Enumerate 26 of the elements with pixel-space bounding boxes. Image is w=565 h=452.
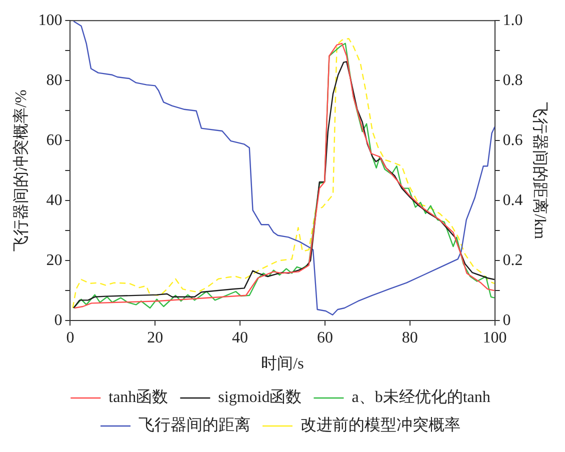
y-tick-label: 0 (54, 312, 62, 329)
y-tick-label: 60 (46, 132, 62, 149)
legend-label: 改进前的模型冲突概率 (300, 416, 460, 434)
x-tick-label: 40 (232, 329, 248, 346)
x-tick-label: 20 (147, 329, 164, 346)
x-tick-label: 100 (482, 329, 507, 346)
y2-tick-label: 0.2 (502, 252, 523, 269)
legend-label: tanh函数 (108, 389, 168, 406)
y2-tick-label: 0.4 (502, 192, 523, 209)
y2-axis-title: 飞行器间的距离/km (531, 102, 550, 240)
x-axis-title: 时间/s (261, 354, 304, 373)
y-tick-label: 20 (46, 252, 62, 269)
y2-tick-label: 0.6 (502, 132, 523, 149)
x-tick-label: 80 (402, 329, 418, 346)
y2-tick-label: 0.8 (502, 72, 523, 89)
legend-label: 飞行器间的距离 (138, 416, 250, 434)
y2-tick-label: 1.0 (502, 12, 523, 29)
y-axis-title: 飞行器间的冲突概率/% (12, 90, 30, 252)
y-tick-label: 80 (46, 72, 62, 89)
legend-label: a、b未经优化的tanh (352, 388, 490, 406)
y2-tick-label: 0 (502, 312, 511, 329)
y-tick-label: 40 (46, 192, 62, 209)
y-tick-label: 100 (38, 12, 62, 29)
x-tick-label: 60 (316, 329, 333, 346)
legend-label: sigmoid函数 (218, 389, 302, 406)
x-tick-label: 0 (66, 329, 74, 346)
